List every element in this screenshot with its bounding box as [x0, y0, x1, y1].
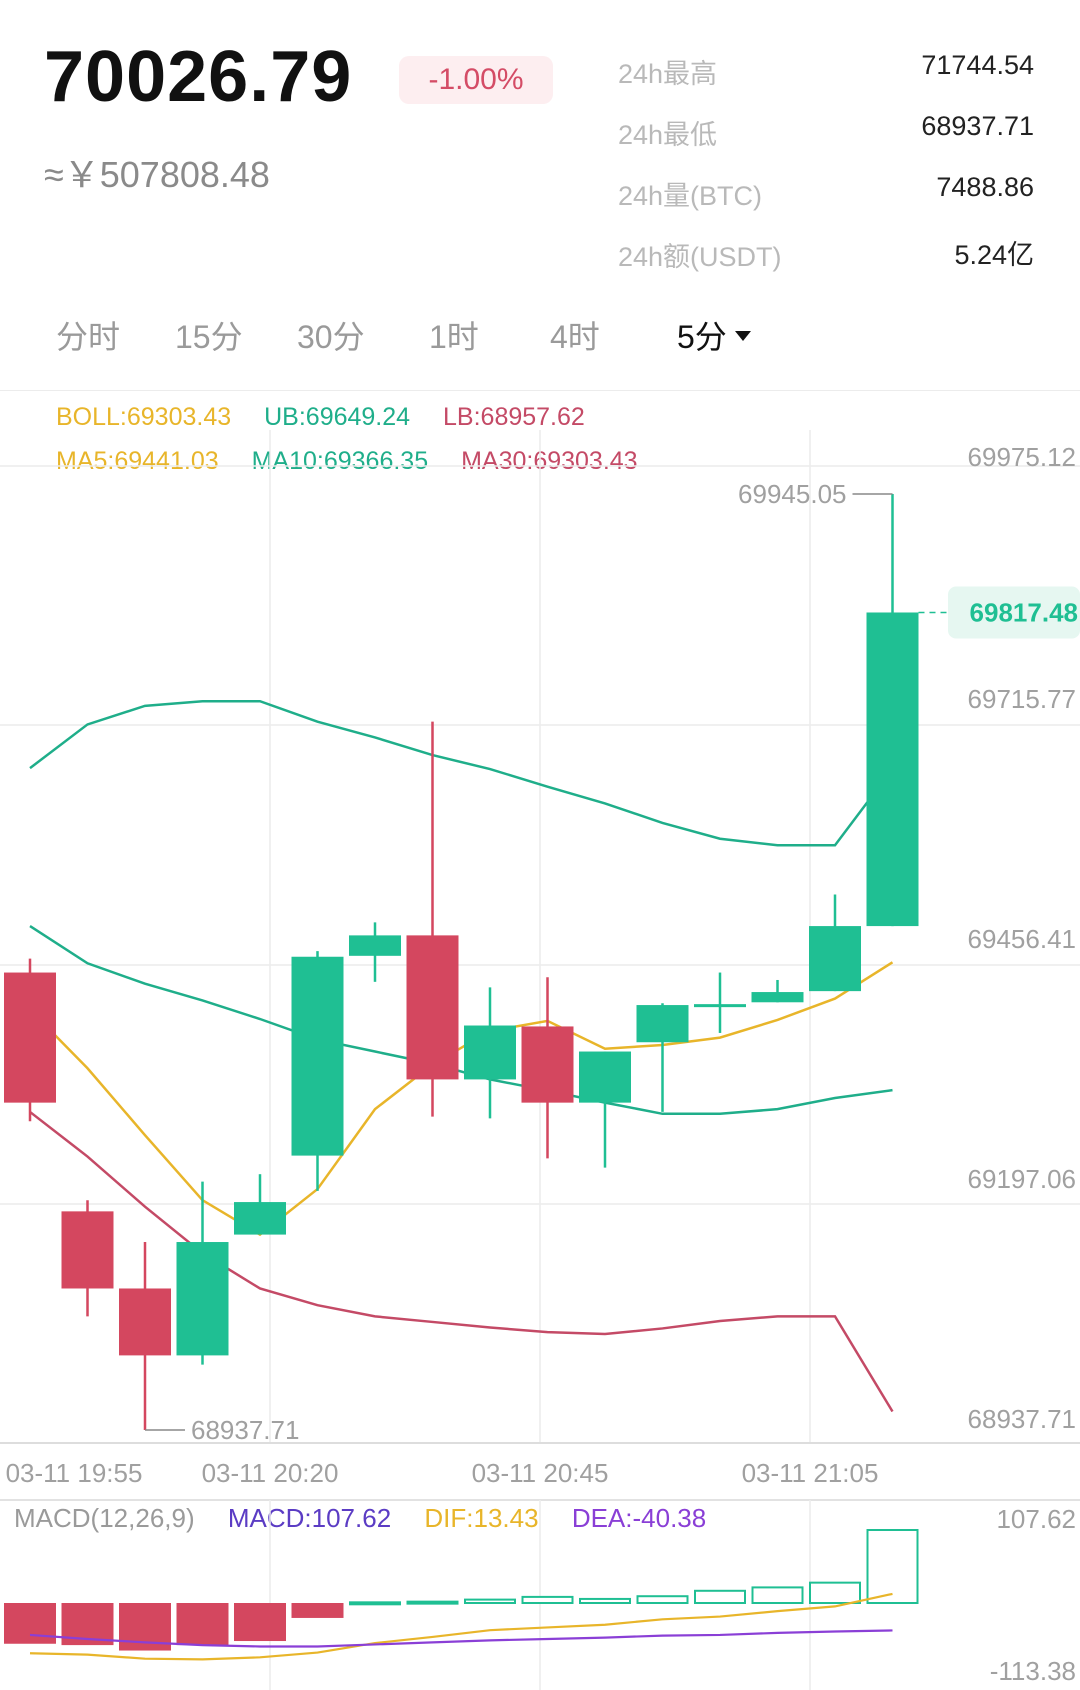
tab-4h[interactable]: 4时: [550, 319, 600, 355]
stats-panel: 24h最高 71744.54 24h最低 68937.71 24h量(BTC) …: [618, 44, 1034, 288]
tab-1h[interactable]: 1时: [429, 319, 479, 355]
tab-5m-label: 5分: [677, 319, 727, 355]
macd-bar-pos: [579, 1597, 631, 1605]
candle-up: [694, 1004, 746, 1008]
high-marker-label: 69945.05: [738, 479, 846, 509]
stat-label: 24h量(BTC): [618, 181, 763, 211]
last-price-badge: [948, 586, 1080, 639]
candle-up: [866, 612, 919, 927]
candle-up: [291, 956, 344, 1156]
stat-label: 24h最低: [618, 120, 718, 150]
ub-value: UB:69649.24: [264, 403, 411, 431]
candle-up: [234, 1202, 286, 1235]
y-tick-label: 69456.41: [968, 924, 1076, 954]
stat-low: 24h最低 68937.71: [618, 105, 1034, 166]
x-tick-label: 03-11 20:20: [202, 1458, 339, 1488]
boll-mid-line: [29, 925, 893, 1116]
stat-value: 7488.86: [936, 172, 1034, 202]
stat-label: 24h额(USDT): [618, 242, 782, 272]
macd-bar-pos: [349, 1601, 401, 1606]
candle-up: [751, 992, 804, 1003]
y-tick-label: 69715.77: [968, 684, 1076, 714]
boll-lower-line: [29, 1110, 894, 1413]
candle-up: [464, 1025, 516, 1080]
dea-line: [29, 1629, 893, 1648]
macd-bar-pos: [406, 1600, 459, 1605]
tab-5m-dropdown[interactable]: 5分: [677, 312, 751, 358]
x-tick-label: 03-11 20:45: [472, 1458, 609, 1488]
macd-bar-pos: [464, 1598, 516, 1604]
candle-up: [809, 926, 861, 992]
y-tick-label: 69975.12: [968, 442, 1076, 472]
macd-bar-pos: [866, 1529, 919, 1604]
cny-price: ≈￥507808.48: [44, 154, 270, 195]
low-marker-label: 68937.71: [191, 1415, 299, 1445]
macd-bar-neg: [176, 1603, 229, 1646]
boll-legend: BOLL:69303.43 UB:69649.24 LB:68957.62: [56, 403, 611, 432]
chevron-down-icon: [734, 330, 751, 341]
ma10-value: MA10:69366.35: [251, 447, 429, 475]
ma30-value: MA30:69303.43: [461, 447, 638, 475]
y-tick-label: 69197.06: [968, 1164, 1076, 1194]
macd-title: MACD(12,26,9): [14, 1503, 195, 1533]
stat-value: 68937.71: [921, 111, 1034, 141]
candle-up: [636, 1005, 689, 1043]
x-tick-label: 03-11 21:05: [742, 1458, 879, 1488]
ticker-header: 70026.79 -1.00% ≈￥507808.48 24h最高 71744.…: [0, 0, 1080, 290]
macd-bar-pos: [809, 1581, 861, 1605]
candle-down: [4, 972, 56, 1103]
tab-15m[interactable]: 15分: [175, 319, 243, 355]
lb-value: LB:68957.62: [443, 403, 585, 431]
ma-legend: MA5:69441.03 MA10:69366.35 MA30:69303.43: [56, 447, 664, 476]
stat-value: 5.24亿: [954, 240, 1034, 270]
candle-up: [349, 935, 401, 956]
macd-bar-pos: [521, 1595, 574, 1604]
macd-bar-pos: [751, 1586, 804, 1604]
candle-down: [406, 935, 459, 1080]
stat-label: 24h最高: [618, 59, 718, 89]
last-price: 70026.79: [44, 37, 353, 117]
stat-turnover: 24h额(USDT) 5.24亿: [618, 227, 1034, 288]
stat-value: 71744.54: [921, 50, 1034, 80]
ma5-line: [29, 961, 894, 1237]
macd-value: MACD:107.62: [227, 1503, 392, 1533]
macd-bar-pos: [636, 1595, 689, 1605]
boll-upper-line: [29, 699, 894, 847]
change-badge: -1.00%: [399, 56, 553, 104]
macd-bar-pos: [694, 1589, 746, 1605]
tab-timeshare[interactable]: 分时: [56, 319, 121, 355]
stat-volume: 24h量(BTC) 7488.86: [618, 166, 1034, 227]
candle-up: [579, 1051, 631, 1103]
interval-tabs: 分时 15分 30分 1时 4时 5分: [0, 312, 1080, 376]
macd-bar-neg: [291, 1603, 344, 1618]
macd-bar-neg: [4, 1603, 56, 1644]
dif-value: DIF:13.43: [424, 1503, 539, 1533]
macd-tick-max: 107.62: [996, 1504, 1076, 1534]
divider: [0, 390, 1080, 391]
last-price-label: 69817.48: [970, 597, 1078, 627]
x-tick-label: 03-11 19:55: [6, 1458, 143, 1488]
candle-down: [521, 1026, 574, 1103]
stat-high: 24h最高 71744.54: [618, 44, 1034, 105]
tab-30m[interactable]: 30分: [297, 319, 365, 355]
macd-tick-min: -113.38: [990, 1656, 1076, 1686]
dif-line: [29, 1592, 893, 1661]
dea-value: DEA:-40.38: [571, 1503, 707, 1533]
macd-legend: MACD(12,26,9) MACD:107.62 DIF:13.43 DEA:…: [14, 1503, 732, 1534]
candle-up: [176, 1242, 229, 1356]
macd-bar-neg: [234, 1603, 286, 1642]
boll-value: BOLL:69303.43: [56, 403, 232, 431]
y-tick-label: 68937.71: [968, 1404, 1076, 1434]
candle-down: [119, 1288, 171, 1356]
ma5-value: MA5:69441.03: [56, 447, 219, 475]
candle-down: [61, 1211, 114, 1289]
